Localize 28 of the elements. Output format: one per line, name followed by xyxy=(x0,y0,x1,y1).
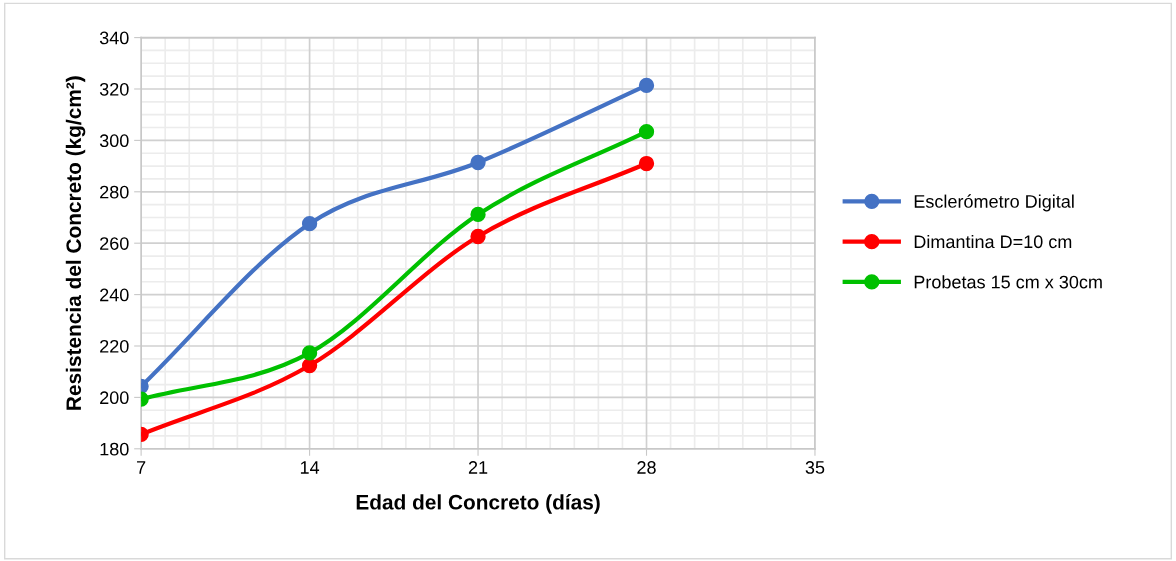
y-tick-label: 320 xyxy=(99,82,129,96)
point xyxy=(638,124,655,140)
legend-label: Dimantina D=10 cm xyxy=(914,234,1072,249)
point xyxy=(470,228,486,245)
x-tick-label: 35 xyxy=(805,461,825,474)
x-tick-label: 28 xyxy=(637,461,656,474)
y-tick-label: 240 xyxy=(100,288,129,302)
y-tick-label: 280 xyxy=(100,185,129,199)
legend-label: Probetas 15 cm x 30cm xyxy=(914,275,1102,289)
point xyxy=(301,216,318,232)
point xyxy=(301,345,318,361)
point xyxy=(470,206,486,223)
y-tick-label: 340 xyxy=(99,31,129,45)
y-tick-label: 180 xyxy=(100,442,129,456)
legend-label: Esclerómetro Digital xyxy=(914,194,1074,212)
y-tick-label: 260 xyxy=(100,237,129,250)
x-tick-label: 21 xyxy=(468,461,488,474)
point xyxy=(470,154,486,171)
point xyxy=(638,77,655,94)
x-tick-label: 7 xyxy=(137,461,146,474)
point xyxy=(638,155,655,172)
y-tick-label: 200 xyxy=(100,391,129,405)
x-axis-title: Edad del Concreto (días) xyxy=(356,494,600,514)
y-tick-label: 220 xyxy=(100,339,129,353)
x-tick-label: 14 xyxy=(300,461,320,474)
y-axis-title: Resistencia del Concreto (kg/cm²) xyxy=(65,76,86,410)
point xyxy=(301,357,318,374)
y-tick-label: 300 xyxy=(99,134,129,148)
